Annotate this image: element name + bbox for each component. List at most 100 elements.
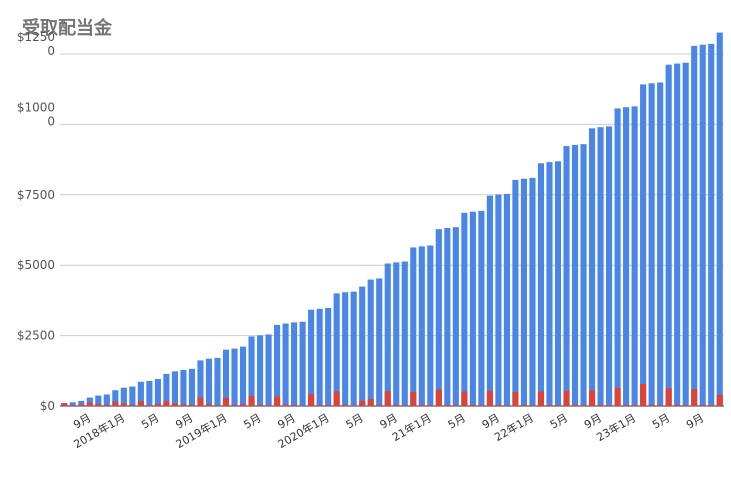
monthly-bar xyxy=(478,405,485,406)
monthly-bar xyxy=(274,396,281,406)
monthly-bar xyxy=(418,404,425,406)
cumulative-bar xyxy=(120,387,127,406)
monthly-bar xyxy=(657,405,664,406)
cumulative-bar xyxy=(282,323,289,406)
monthly-bar xyxy=(682,405,689,406)
cumulative-bar xyxy=(274,324,281,406)
monthly-bar xyxy=(546,404,553,406)
monthly-bar xyxy=(231,404,238,406)
monthly-bar xyxy=(325,405,332,406)
cumulative-bar xyxy=(146,380,153,406)
monthly-bar xyxy=(120,403,127,406)
cumulative-bar xyxy=(401,261,408,406)
cumulative-bar xyxy=(265,334,272,406)
x-tick-label: 5月 xyxy=(241,411,263,431)
cumulative-bar xyxy=(444,228,451,406)
monthly-bar xyxy=(342,404,349,406)
cumulative-bar xyxy=(546,162,553,406)
gridlines xyxy=(60,53,724,407)
monthly-bar xyxy=(606,405,613,406)
monthly-bar xyxy=(180,404,187,406)
monthly-bar xyxy=(580,405,587,406)
cumulative-bar xyxy=(239,346,247,406)
monthly-bar xyxy=(316,405,323,406)
monthly-bar xyxy=(282,404,289,406)
cumulative-bar xyxy=(648,83,655,406)
monthly-bar xyxy=(529,405,536,406)
monthly-bar xyxy=(571,404,579,406)
y-axis-labels: $0 $2500 $5000 $7500 $1000 0 $1250 0 xyxy=(17,30,55,413)
monthly-bar xyxy=(146,405,153,406)
cumulative-bar xyxy=(69,402,76,406)
x-tick-label: 9月 xyxy=(684,411,706,431)
monthly-bar xyxy=(95,404,102,406)
monthly-bar xyxy=(597,404,604,406)
cumulative-bar xyxy=(699,44,706,406)
y-tick-label: $0 xyxy=(40,399,55,413)
cumulative-bar xyxy=(325,308,332,406)
cumulative-bar xyxy=(350,291,357,406)
monthly-bar xyxy=(512,391,519,406)
cumulative-bar xyxy=(537,163,545,406)
monthly-bar xyxy=(359,400,366,406)
monthly-bar xyxy=(154,404,161,406)
cumulative-bar xyxy=(716,32,723,407)
x-tick-label: 5月 xyxy=(650,411,672,431)
y-tick-label: $7500 xyxy=(17,188,55,202)
cumulative-bar xyxy=(78,400,85,406)
monthly-bar xyxy=(61,403,68,406)
x-tick-label: 22年1月 xyxy=(492,410,536,444)
monthly-bar xyxy=(214,405,221,406)
cumulative-bar xyxy=(606,126,613,406)
cumulative-bar xyxy=(129,386,136,406)
cumulative-bar xyxy=(342,292,349,406)
monthly-bar xyxy=(691,389,698,406)
cumulative-bar xyxy=(384,263,391,406)
monthly-bar xyxy=(350,405,357,406)
cumulative-bar xyxy=(495,194,502,406)
monthly-bar xyxy=(427,405,434,406)
monthly-bar xyxy=(393,404,400,406)
cumulative-bar xyxy=(461,212,468,406)
y-tick-label: $1250 0 xyxy=(17,30,55,58)
cumulative-bar xyxy=(503,193,510,406)
cumulative-bar xyxy=(214,357,221,406)
monthly-bar xyxy=(588,390,596,406)
monthly-bar xyxy=(137,401,144,406)
monthly-bar xyxy=(205,404,213,406)
cumulative-bar xyxy=(597,127,604,406)
cumulative-bar xyxy=(520,178,528,406)
cumulative-bar xyxy=(478,210,485,406)
monthly-bar xyxy=(112,401,119,406)
monthly-bar xyxy=(86,402,93,406)
cumulative-bar xyxy=(580,144,587,406)
monthly-bar xyxy=(623,404,630,406)
cumulative-bar xyxy=(418,246,425,406)
cumulative-bar xyxy=(197,360,204,406)
monthly-bar xyxy=(699,404,706,406)
cumulative-bar xyxy=(86,397,93,406)
monthly-bar xyxy=(486,390,493,406)
x-tick-label: 5月 xyxy=(139,411,161,431)
cumulative-bar xyxy=(554,161,562,406)
monthly-bar xyxy=(171,403,178,406)
monthly-bar xyxy=(452,405,459,406)
cumulative-bar xyxy=(112,390,119,406)
cumulative-bar xyxy=(529,177,536,406)
monthly-bar xyxy=(367,398,374,406)
cumulative-bar xyxy=(222,349,230,406)
cumulative-bar xyxy=(708,43,715,407)
cumulative-bar xyxy=(393,262,400,406)
cumulative-bar xyxy=(665,64,672,406)
cumulative-bar xyxy=(623,107,630,406)
monthly-bar xyxy=(495,404,502,406)
monthly-bar xyxy=(299,405,306,406)
cumulative-bar xyxy=(367,279,374,406)
cumulative-bar xyxy=(248,336,255,406)
cumulative-bar xyxy=(512,179,519,406)
cumulative-bar xyxy=(299,321,306,406)
monthly-bar xyxy=(520,404,528,406)
cumulative-bar xyxy=(410,247,417,406)
x-tick-label: 21年1月 xyxy=(390,410,434,444)
cumulative-bar xyxy=(427,245,434,406)
